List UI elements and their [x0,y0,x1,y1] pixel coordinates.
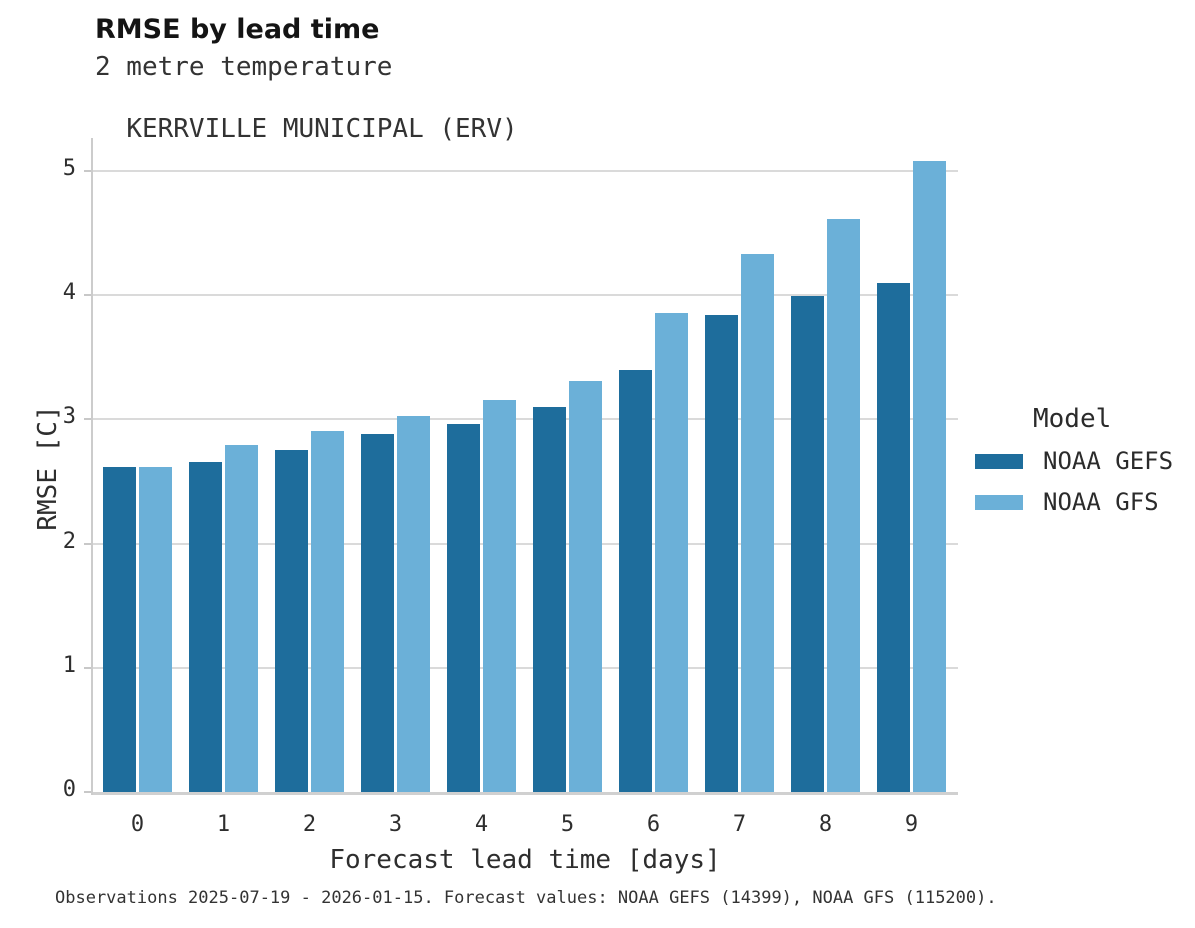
y-tick-mark-1 [84,666,91,669]
bar-noaa-gfs-lead-6 [655,312,688,792]
x-tick-label: 0 [130,812,145,837]
x-tick-label: 4 [474,812,489,837]
bar-noaa-gefs-lead-6 [619,369,652,792]
bar-noaa-gfs-lead-7 [741,254,774,792]
gridline-y-1 [92,666,958,669]
bar-noaa-gefs-lead-9 [877,282,910,792]
legend-label-gefs: NOAA GEFS [1043,447,1174,475]
y-tick-label: 4 [62,280,76,306]
y-tick-mark-5 [84,170,91,172]
gridline-y-4 [92,294,958,297]
gridline-y-2 [92,542,958,545]
x-tick-label: 8 [818,812,833,837]
subtitle-line-1: 2 metre temperature [95,52,393,82]
y-tick-label: 1 [62,652,76,678]
x-tick-label: 1 [216,812,231,837]
bar-noaa-gefs-lead-4 [447,424,480,792]
bar-noaa-gefs-lead-2 [275,450,308,792]
x-tick-label: 6 [646,812,661,837]
bar-noaa-gefs-lead-0 [103,466,136,792]
subtitle-line-2: KERRVILLE MUNICIPAL (ERV) [126,114,518,144]
bar-noaa-gfs-lead-8 [827,219,860,792]
gefs-color-swatch [975,453,1023,469]
x-tick-label: 2 [302,812,317,837]
bar-noaa-gfs-lead-2 [311,430,344,792]
gfs-color-swatch [975,494,1023,510]
y-tick-label: 5 [62,156,76,181]
x-tick-label: 5 [560,812,575,837]
x-axis-baseline [91,792,958,795]
bar-noaa-gfs-lead-3 [397,415,430,792]
x-axis-label: Forecast lead time [days] [329,845,721,875]
chart-subtitle: 2 metre temperature KERRVILLE MUNICIPAL … [95,52,518,145]
x-tick-label: 7 [732,812,747,837]
x-tick-label: 3 [388,812,403,837]
bar-noaa-gfs-lead-1 [225,445,258,792]
bar-noaa-gefs-lead-8 [791,296,824,792]
bar-noaa-gfs-lead-5 [569,380,602,792]
y-tick-mark-2 [84,542,91,545]
legend: Model NOAA GEFS NOAA GFS [975,404,1195,516]
y-tick-label: 0 [62,777,76,802]
y-tick-mark-4 [84,294,91,297]
legend-label-gfs: NOAA GFS [1043,488,1159,516]
legend-item-noaa-gefs: NOAA GEFS [975,447,1195,475]
x-tick-label: 9 [904,812,919,837]
bar-noaa-gfs-lead-9 [913,161,946,792]
bar-noaa-gefs-lead-5 [533,406,566,792]
gridline-y-5 [92,170,958,172]
bar-noaa-gfs-lead-0 [139,466,172,792]
bar-noaa-gefs-lead-1 [189,461,222,792]
chart-title: RMSE by lead time [95,14,380,45]
bar-noaa-gfs-lead-4 [483,399,516,792]
y-tick-mark-3 [84,418,91,421]
y-tick-mark-0 [84,791,91,793]
bar-noaa-gefs-lead-3 [361,434,394,792]
y-tick-label: 2 [62,528,76,554]
y-axis-spine [91,138,93,795]
legend-item-noaa-gfs: NOAA GFS [975,488,1195,516]
footer-caption: Observations 2025-07-19 - 2026-01-15. Fo… [55,888,997,908]
y-axis-label: RMSE [C] [33,405,63,531]
gridline-y-3 [92,418,958,421]
y-tick-label: 3 [62,404,76,430]
legend-title: Model [1033,404,1112,434]
bar-noaa-gefs-lead-7 [705,315,738,792]
